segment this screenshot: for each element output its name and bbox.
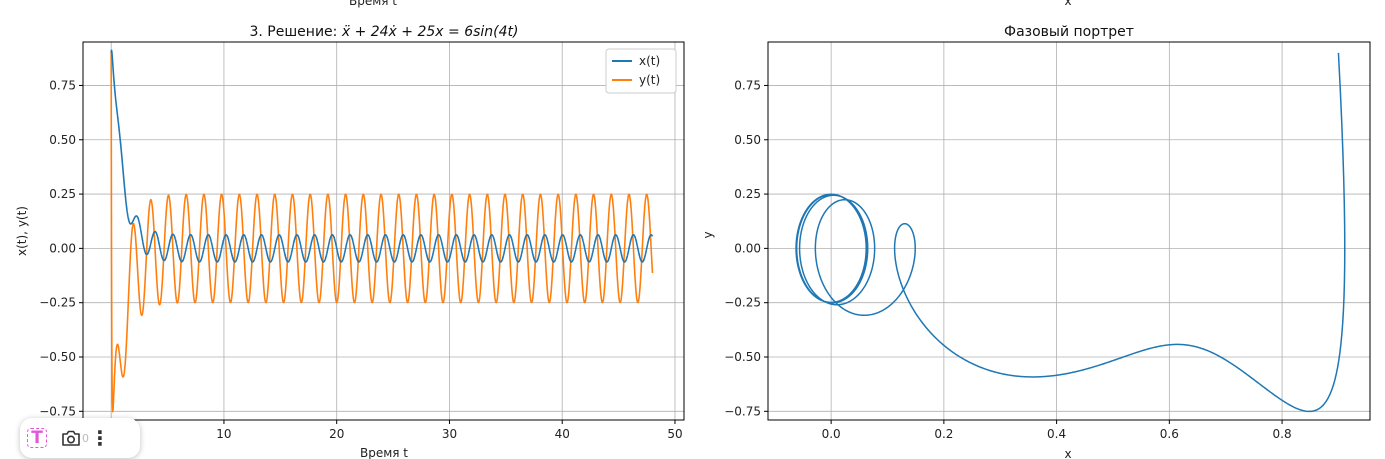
time-series-chart: 3. Решение: ẍ + 24ẋ + 25x = 6sin(4t) 0.7… [15, 24, 685, 459]
phase-plot-frame [767, 41, 1371, 421]
y-axis-label: x(t), y(t) [15, 206, 29, 256]
y-tick-label: 0.00 [734, 241, 761, 255]
more-options-button[interactable]: ⋮ [89, 421, 111, 455]
y-tick-label: 0.00 [49, 241, 76, 255]
x-tick-label: 0.2 [934, 427, 953, 441]
clipped-top-xlabel-right: x [1064, 0, 1071, 8]
chart-title: 3. Решение: ẍ + 24ẋ + 25x = 6sin(4t) [250, 24, 519, 40]
x-tick-label: 20 [329, 427, 344, 441]
y-tick-label: 0.50 [734, 133, 761, 147]
x-tick-label: 40 [555, 427, 570, 441]
clipped-top-xlabel-left: Время t [349, 0, 397, 8]
x-tick-label: 0.0 [822, 427, 841, 441]
x-tick-label: 50 [667, 427, 682, 441]
chart-title-prefix: 3. Решение: [250, 24, 342, 40]
y-tick-label: −0.25 [39, 296, 76, 310]
legend: x(t) y(t) [605, 48, 677, 94]
x-tick-labels: 10 20 30 40 50 [216, 420, 683, 441]
chart-title-equation: ẍ + 24ẋ + 25x = 6sin(4t) [341, 24, 519, 40]
phase-portrait-chart: Фазовый портрет 0.75 0.50 0.25 0.00 −0.25 −0.… [701, 24, 1371, 459]
y-tick-labels: 0.75 0.50 0.25 0.00 −0.25 −0.50 −0.75 [39, 78, 83, 418]
partial-label: 0 [82, 431, 89, 445]
series-line-x [110, 49, 654, 263]
phase-grid-lines [768, 42, 1370, 420]
camera-icon [62, 430, 80, 446]
y-tick-label: 0.75 [49, 78, 76, 92]
floating-toolbar: T 0 ⋮ [20, 418, 140, 458]
plot-frame [82, 41, 685, 421]
phase-trajectory-line [795, 52, 1346, 413]
phase-series-lines [795, 52, 1346, 413]
y-tick-label: 0.25 [734, 187, 761, 201]
phase-x-axis-label: x [1064, 447, 1071, 459]
y-tick-label: −0.25 [724, 296, 761, 310]
x-axis-label: Время t [360, 446, 408, 459]
y-tick-label: −0.75 [724, 404, 761, 418]
y-tick-label: −0.50 [724, 350, 761, 364]
y-tick-label: −0.50 [39, 350, 76, 364]
x-tick-label: 30 [442, 427, 457, 441]
y-tick-label: 0.50 [49, 133, 76, 147]
series-lines [110, 49, 654, 413]
y-tick-label: 0.75 [734, 78, 761, 92]
x-tick-label: 0.8 [1273, 427, 1292, 441]
x-tick-label: 0.6 [1160, 427, 1179, 441]
phase-y-tick-labels: 0.75 0.50 0.25 0.00 −0.25 −0.50 −0.75 [724, 78, 768, 418]
phase-x-tick-labels: 0.0 0.2 0.4 0.6 0.8 [822, 420, 1292, 441]
camera-button[interactable] [54, 421, 88, 455]
y-tick-label: −0.75 [39, 404, 76, 418]
text-select-button[interactable]: T [20, 421, 54, 455]
text-select-icon: T [27, 428, 47, 448]
x-tick-label: 10 [216, 427, 231, 441]
y-tick-label: 0.25 [49, 187, 76, 201]
legend-label-x: x(t) [639, 54, 660, 68]
phase-y-axis-label: y [701, 231, 715, 238]
grid-lines [83, 42, 684, 420]
series-line-y [110, 52, 654, 413]
phase-chart-title: Фазовый портрет [1004, 24, 1134, 40]
more-vertical-icon: ⋮ [90, 426, 110, 450]
x-tick-label: 0.4 [1047, 427, 1066, 441]
legend-label-y: y(t) [639, 73, 660, 87]
